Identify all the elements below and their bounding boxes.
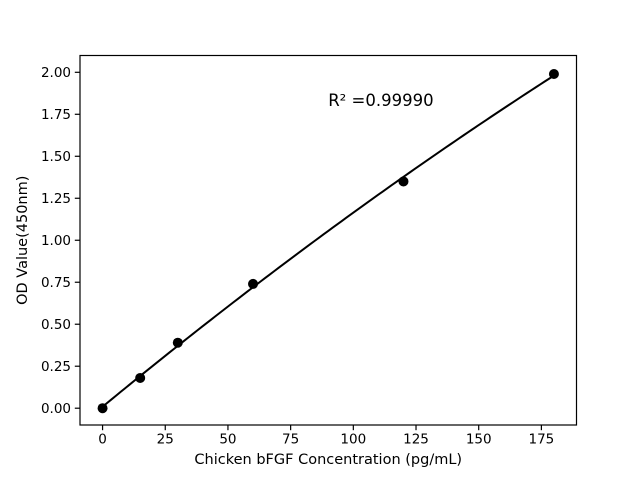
x-tick-label: 100 <box>340 432 366 448</box>
y-tick-label: 1.00 <box>41 233 71 249</box>
data-point <box>248 278 259 289</box>
y-tick-label: 0.50 <box>41 317 71 333</box>
data-point <box>172 337 183 348</box>
y-tick-label: 0.25 <box>41 359 71 375</box>
x-tick-label: 75 <box>282 432 299 448</box>
r-squared-annotation: R² =0.99990 <box>328 91 433 110</box>
x-tick-label: 25 <box>157 432 174 448</box>
x-axis-label: Chicken bFGF Concentration (pg/mL) <box>194 452 462 468</box>
y-tick-label: 1.50 <box>41 149 71 165</box>
x-tick-label: 50 <box>219 432 236 448</box>
data-point <box>97 403 108 414</box>
x-tick-label: 0 <box>98 432 107 448</box>
x-tick-label: 150 <box>466 432 492 448</box>
y-tick-label: 0.00 <box>41 401 71 417</box>
x-tick-label: 175 <box>529 432 555 448</box>
y-tick-label: 0.75 <box>41 275 71 291</box>
y-tick-label: 2.00 <box>41 65 71 81</box>
y-tick-label: 1.25 <box>41 191 71 207</box>
x-tick-label: 125 <box>403 432 429 448</box>
data-point <box>398 176 409 187</box>
data-point <box>135 372 146 383</box>
y-axis-label: OD Value(450nm) <box>15 176 31 305</box>
y-tick-label: 1.75 <box>41 107 71 123</box>
data-point <box>548 68 559 79</box>
